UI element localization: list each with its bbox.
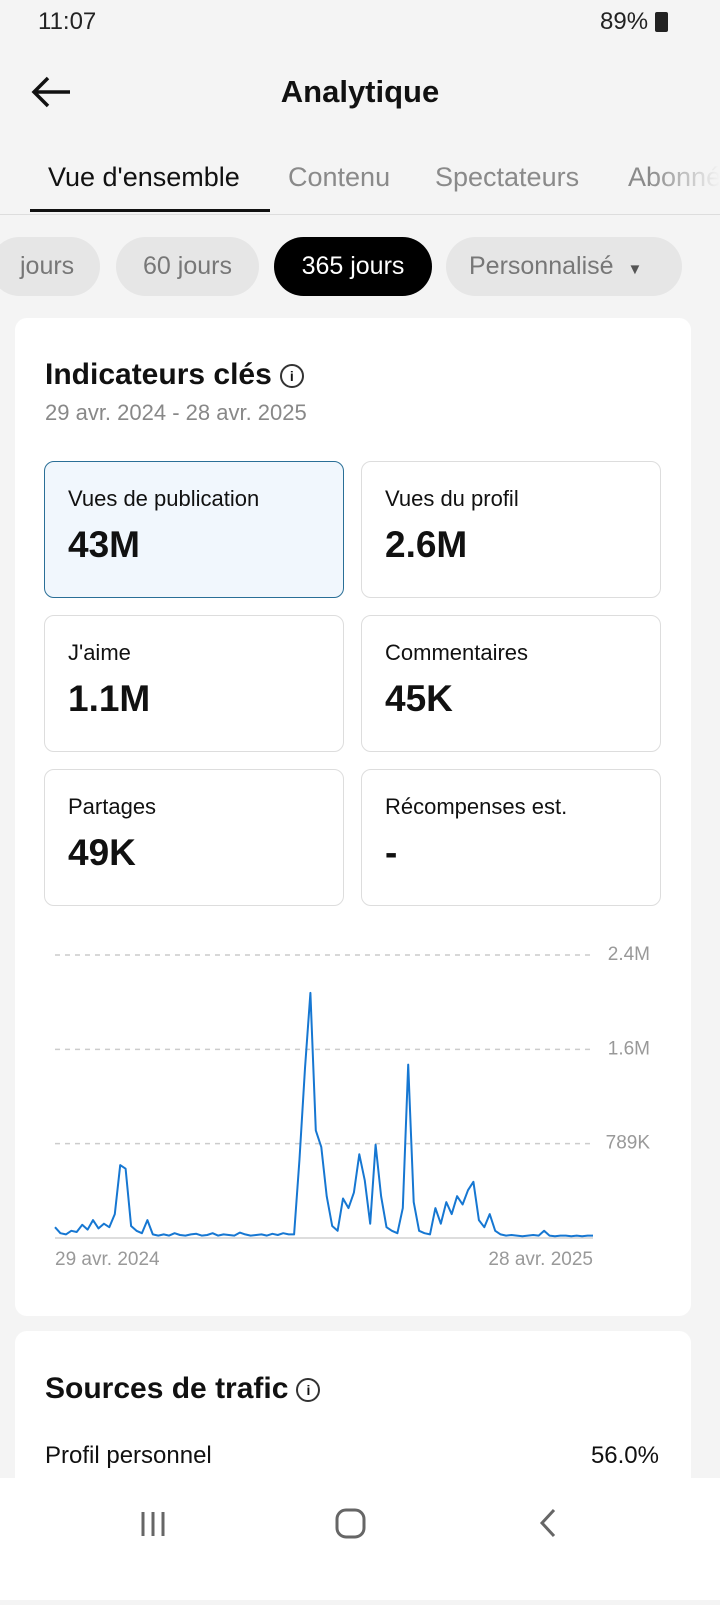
x-tick-label: 29 avr. 2024 — [55, 1249, 160, 1270]
line-chart: 789K 1.6M 2.4M 29 avr. 2024 28 avr. 2025 — [54, 944, 651, 1270]
page-title: Analytique — [280, 74, 440, 109]
nav-bar — [0, 1478, 720, 1600]
recent-apps-button[interactable] — [141, 1512, 165, 1536]
x-tick-label: 28 avr. 2025 — [488, 1249, 593, 1270]
metric-label: Récompenses est. — [385, 794, 568, 819]
date-chip[interactable]: 365 jours — [274, 237, 432, 296]
metric-card[interactable]: Partages 49K — [44, 769, 344, 906]
metric-label: Vues de publication — [68, 486, 260, 511]
date-chip[interactable]: jours — [0, 237, 100, 296]
metric-value: 49K — [68, 832, 136, 873]
tab[interactable]: Spectateurs — [435, 162, 580, 192]
home-button[interactable] — [335, 1508, 366, 1539]
date-range: 29 avr. 2024 - 28 avr. 2025 — [45, 400, 307, 425]
tab-bar: Vue d'ensemble Contenu Spectateurs Abonn… — [0, 160, 720, 215]
tab-underline — [30, 209, 270, 212]
y-tick-label: 789K — [606, 1133, 651, 1154]
fade — [650, 160, 720, 214]
back-nav-button[interactable] — [539, 1508, 556, 1538]
title-text: Indicateurs clés — [45, 358, 272, 391]
battery-icon — [655, 12, 668, 32]
dropdown-caret: ▼ — [627, 261, 643, 278]
info-icon[interactable]: i — [296, 1378, 321, 1403]
metric-card[interactable]: Vues du profil 2.6M — [361, 461, 661, 598]
section-title: Indicateurs clés i — [45, 358, 304, 392]
metric-label: J'aime — [68, 640, 131, 665]
back-arrow — [31, 76, 70, 108]
info-icon[interactable]: i — [279, 364, 304, 389]
title-text: Sources de trafic — [45, 1372, 289, 1405]
tab[interactable]: Contenu — [288, 162, 391, 192]
back-button[interactable] — [30, 72, 74, 112]
metric-card[interactable]: Vues de publication 43M — [44, 461, 344, 598]
source-label: Profil personnel — [45, 1442, 212, 1469]
source-value: 56.0% — [590, 1442, 659, 1469]
metric-value: 45K — [385, 678, 453, 719]
y-tick-label: 1.6M — [608, 1038, 650, 1059]
chip-label: Personnalisé — [469, 252, 614, 280]
metric-label: Partages — [68, 794, 157, 819]
metric-value: 43M — [68, 524, 140, 565]
metric-value: 1.1M — [68, 678, 151, 719]
metric-card[interactable]: Commentaires 45K — [361, 615, 661, 752]
nav-icons — [141, 1508, 556, 1539]
metric-card[interactable]: Récompenses est. - — [361, 769, 661, 906]
status-time: 11:07 — [38, 8, 97, 35]
section-title: Sources de trafic i — [45, 1372, 321, 1406]
tab[interactable]: Vue d'ensemble — [48, 162, 240, 192]
date-chip[interactable]: Personnalisé ▼ — [446, 237, 682, 296]
metric-card[interactable]: J'aime 1.1M — [44, 615, 344, 752]
metric-value: 2.6M — [385, 524, 468, 565]
data-line — [54, 991, 593, 1238]
y-tick-label: 2.4M — [608, 944, 650, 965]
battery: 89% — [600, 8, 649, 35]
metric-value: - — [385, 832, 398, 873]
date-chip[interactable]: 60 jours — [116, 237, 259, 296]
metric-label: Commentaires — [385, 640, 529, 665]
metric-label: Vues du profil — [385, 486, 519, 511]
